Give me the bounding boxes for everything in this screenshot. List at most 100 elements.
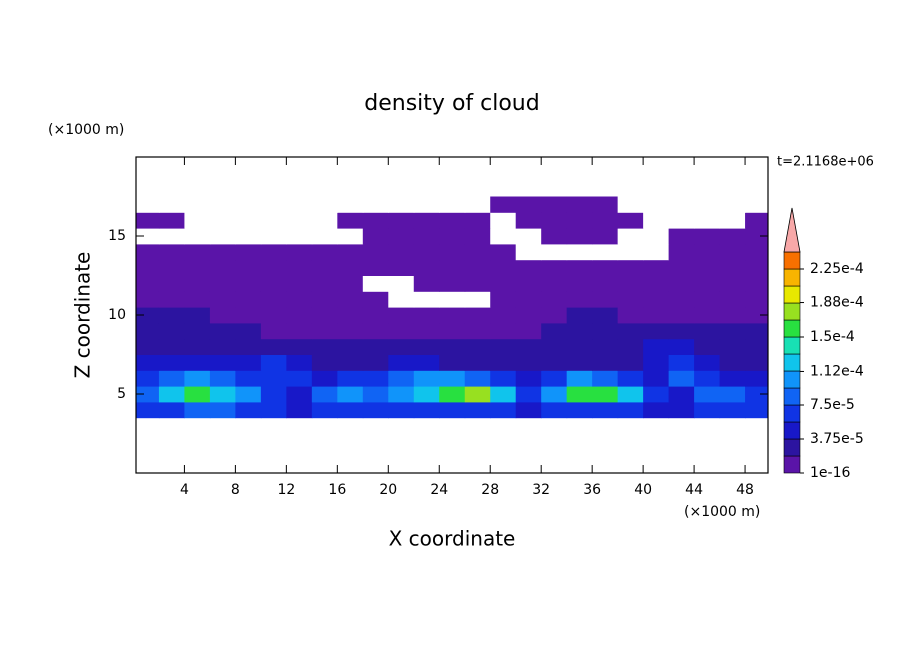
contour-cell xyxy=(694,228,721,245)
contour-cell xyxy=(490,322,517,340)
contour-cell xyxy=(337,243,364,261)
contour-cell xyxy=(464,212,491,229)
contour-cell xyxy=(286,322,313,340)
contour-cell xyxy=(362,291,389,308)
contour-cell xyxy=(694,196,721,213)
x-tick-label: 28 xyxy=(481,482,499,498)
contour-cell xyxy=(541,338,568,355)
contour-cell xyxy=(158,275,185,292)
contour-cell xyxy=(643,401,670,419)
contour-cell xyxy=(158,354,185,371)
contour-cell xyxy=(209,212,236,229)
contour-cell xyxy=(209,338,236,355)
contour-cell xyxy=(643,370,670,387)
contour-cell xyxy=(413,259,440,276)
contour-cell xyxy=(643,291,670,308)
contour-cell xyxy=(311,259,338,276)
contour-cell xyxy=(617,354,644,371)
contour-cell xyxy=(643,212,670,229)
contour-cell xyxy=(260,291,287,308)
colorbar-bin xyxy=(783,421,801,440)
contour-cell xyxy=(362,259,389,276)
contour-cell xyxy=(235,243,262,261)
contour-cell xyxy=(235,196,262,213)
colorbar-tick-label: 1.5e-4 xyxy=(810,329,855,345)
contour-cell xyxy=(490,338,517,355)
contour-cell xyxy=(136,307,160,324)
contour-cell xyxy=(592,401,619,419)
contour-cell xyxy=(136,401,160,419)
contour-cell xyxy=(209,386,236,403)
contour-cell xyxy=(286,275,313,292)
contour-cell xyxy=(464,228,491,245)
contour-cell xyxy=(158,370,185,387)
contour-cell xyxy=(209,307,236,324)
contour-cell xyxy=(388,338,415,355)
contour-cell xyxy=(745,354,769,371)
contour-cell xyxy=(184,212,211,229)
y-tick-label: 10 xyxy=(108,307,126,323)
contour-cell xyxy=(337,354,364,371)
contour-cell xyxy=(566,338,593,355)
contour-cell xyxy=(541,370,568,387)
contour-cell xyxy=(694,354,721,371)
contour-cell xyxy=(541,291,568,308)
contour-cell xyxy=(719,386,746,403)
contour-cell xyxy=(566,401,593,419)
contour-cell xyxy=(745,322,769,340)
contour-cell xyxy=(362,354,389,371)
contour-cell xyxy=(745,243,769,261)
contour-cell xyxy=(413,291,440,308)
x-tick-label: 44 xyxy=(685,482,703,498)
contour-cell xyxy=(643,354,670,371)
contour-cell xyxy=(617,275,644,292)
contour-cell xyxy=(209,401,236,419)
contour-cell xyxy=(719,370,746,387)
contour-cell xyxy=(464,386,491,403)
contour-cell xyxy=(209,322,236,340)
contour-cell xyxy=(337,196,364,213)
contour-cell xyxy=(617,401,644,419)
contour-cell xyxy=(643,228,670,245)
contour-cell xyxy=(490,291,517,308)
y-tick-label: 15 xyxy=(108,228,126,244)
contour-cell xyxy=(566,243,593,261)
contour-cell xyxy=(694,401,721,419)
contour-cell xyxy=(464,243,491,261)
contour-cell xyxy=(337,275,364,292)
contour-cell xyxy=(592,291,619,308)
contour-cell xyxy=(464,322,491,340)
contour-cell xyxy=(719,401,746,419)
contour-cell xyxy=(337,401,364,419)
contour-cell xyxy=(439,322,466,340)
contour-cell xyxy=(362,243,389,261)
contour-cell xyxy=(490,228,517,245)
contour-cell xyxy=(184,354,211,371)
colorbar-bin xyxy=(783,370,801,389)
x-unit: (×1000 m) xyxy=(684,504,760,520)
contour-cell xyxy=(566,354,593,371)
contour-cell xyxy=(745,228,769,245)
contour-cell xyxy=(388,386,415,403)
colorbar-tick-label: 3.75e-5 xyxy=(810,431,864,447)
contour-cell xyxy=(515,322,542,340)
contour-cell xyxy=(439,196,466,213)
contour-cell xyxy=(362,401,389,419)
contour-cell xyxy=(490,401,517,419)
contour-cell xyxy=(745,196,769,213)
contour-cell xyxy=(515,386,542,403)
contour-cell xyxy=(719,354,746,371)
contour-cell xyxy=(668,370,695,387)
contour-cell xyxy=(617,386,644,403)
contour-cell xyxy=(362,275,389,292)
contour-cell xyxy=(184,386,211,403)
contour-cell xyxy=(388,228,415,245)
contour-cell xyxy=(136,212,160,229)
contour-cell xyxy=(337,307,364,324)
contour-cell xyxy=(209,354,236,371)
contour-cell xyxy=(311,228,338,245)
contour-cell xyxy=(439,275,466,292)
contour-cell xyxy=(643,259,670,276)
contour-cell xyxy=(745,401,769,419)
